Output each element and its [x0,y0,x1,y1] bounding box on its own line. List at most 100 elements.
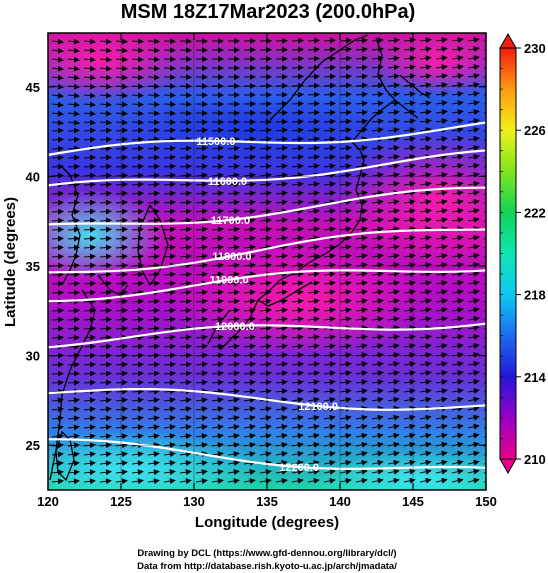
wind-arrow [83,217,96,224]
wind-arrow [211,208,224,215]
x-axis-label: Longitude (degrees) [195,514,339,531]
wind-arrow [467,199,480,205]
wind-arrow [227,334,240,341]
wind-arrow [419,379,432,385]
wind-arrow [147,190,160,197]
wind-arrow [179,226,192,233]
wind-arrow [419,82,432,89]
wind-arrow [99,56,112,63]
wind-arrow [163,361,176,368]
wind-arrow [243,370,256,377]
wind-arrow [371,46,384,53]
wind-arrow [291,414,304,421]
wind-arrow [435,361,448,367]
contour-label: 11700.0 [211,215,250,227]
wind-arrow [275,163,288,170]
wind-arrow [307,244,320,251]
wind-arrow [67,424,80,431]
wind-arrow [67,316,80,323]
wind-arrow [115,38,128,45]
wind-arrow [419,307,432,313]
wind-arrow [83,101,96,108]
wind-arrow [83,172,96,179]
wind-arrow [163,289,176,296]
wind-arrow [259,208,272,215]
wind-arrow [211,361,224,368]
wind-arrow [451,199,464,205]
wind-arrow [339,226,352,233]
wind-arrow [387,217,400,224]
wind-arrow [339,190,352,197]
wind-arrow [291,343,304,350]
wind-arrow [291,172,304,179]
wind-arrow [147,271,160,278]
wind-arrow [451,307,464,313]
wind-arrow [323,82,336,89]
wind-arrow [275,172,288,179]
wind-arrow [83,136,96,143]
wind-arrow [67,47,80,54]
wind-arrow [115,172,128,179]
wind-arrow [115,181,128,188]
wind-arrow [67,370,80,377]
wind-arrow [339,163,352,170]
wind-arrow [195,217,208,224]
colorbar: 210 214 218 222 226 230 [499,32,546,475]
wind-arrow [323,64,336,71]
wind-arrow [259,136,272,143]
wind-arrow [51,74,64,81]
wind-arrow [355,388,368,395]
wind-arrow [307,181,320,188]
wind-arrow [387,91,400,98]
wind-arrow [259,298,272,305]
wind-arrow [243,181,256,188]
wind-arrow [419,55,432,62]
wind-arrow [419,181,432,187]
wind-arrow [99,235,112,242]
wind-arrow [323,37,336,44]
wind-arrow [355,190,368,197]
wind-arrow [67,244,80,251]
wind-arrow [323,343,336,350]
wind-arrow [387,154,400,161]
wind-arrow [387,73,400,80]
wind-arrow [51,110,64,117]
wind-arrow [291,163,304,170]
wind-arrow [51,235,64,242]
wind-arrow [371,73,384,80]
wind-arrow [387,172,400,179]
wind-arrow [451,100,464,107]
wind-arrow [355,64,368,71]
wind-arrow [195,208,208,215]
wind-arrow [323,361,336,368]
wind-arrow [387,136,400,143]
wind-arrow [387,226,400,233]
wind-arrow [355,91,368,98]
wind-arrow [387,109,400,116]
wind-arrow [211,298,224,305]
wind-arrow [147,65,160,72]
x-tick-label: 145 [402,494,424,509]
wind-arrow [243,280,256,287]
wind-arrow [387,396,400,403]
wind-arrow [195,271,208,278]
wind-arrow [243,235,256,242]
wind-arrow [275,361,288,368]
wind-arrow [83,343,96,350]
wind-arrow [163,217,176,224]
wind-arrow [435,55,448,62]
wind-arrow [115,253,128,260]
wind-arrow [307,82,320,89]
wind-arrow [467,118,480,124]
wind-arrow [323,172,336,179]
wind-arrow [371,271,384,278]
wind-arrow [339,217,352,224]
wind-arrow [243,271,256,278]
wind-arrow [147,163,160,170]
wind-arrow [67,101,80,108]
wind-arrow [51,92,64,99]
wind-arrow [275,244,288,251]
wind-arrow [467,190,480,196]
colorbar-min-triangle [499,458,517,475]
wind-arrow [83,119,96,126]
